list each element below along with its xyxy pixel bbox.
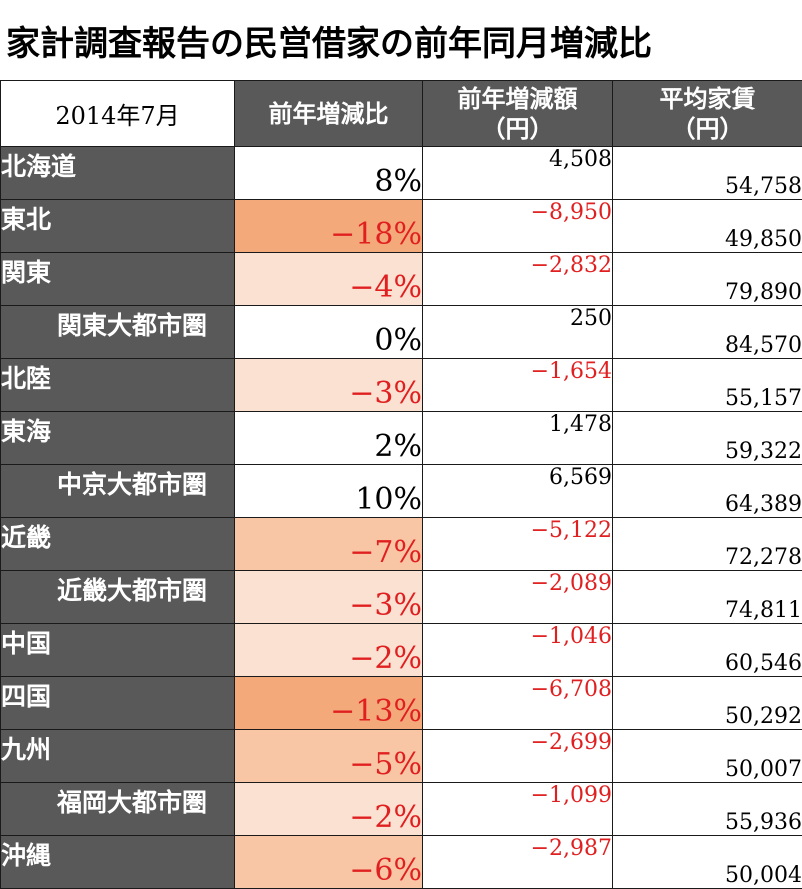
column-header-line2: （円） [671,114,744,143]
page-title: 家計調査報告の民営借家の前年同月増減比 [6,23,652,64]
rent-cell: 74,811 [612,570,802,624]
pct-cell: −7% [234,517,423,571]
column-header-line2: （円） [481,114,554,143]
table-row: 北海道 8% 4,508 54,758 [0,146,802,200]
pct-cell: −3% [234,358,423,412]
column-header-diff: 前年増減額 （円） [422,80,613,147]
pct-cell: −4% [234,252,423,306]
region-cell: 中国 [0,623,235,677]
diff-cell: 4,508 [422,146,613,200]
region-cell: 東海 [0,411,235,465]
diff-cell: −2,987 [422,835,613,889]
table-row: 関東大都市圏 0% 250 84,570 [0,305,802,359]
column-header-pct: 前年増減比 [234,80,423,147]
rent-cell: 54,758 [612,146,802,200]
region-cell: 福岡大都市圏 [0,782,235,836]
pct-cell: −2% [234,782,423,836]
diff-cell: −6,708 [422,676,613,730]
region-cell: 関東 [0,252,235,306]
table-row: 九州 −5% −2,699 50,007 [0,729,802,783]
rent-cell: 50,007 [612,729,802,783]
table-row: 東北 −18% −8,950 49,850 [0,199,802,253]
rent-table: 2014年7月 前年増減比 前年増減額 （円） 平均家賃 （円） 北海道 8% 4,… [0,80,802,889]
pct-cell: −6% [234,835,423,889]
table-row: 近畿 −7% −5,122 72,278 [0,517,802,571]
pct-cell: 0% [234,305,423,359]
region-cell: 北海道 [0,146,235,200]
table-row: 福岡大都市圏 −2% −1,099 55,936 [0,782,802,836]
table-body: 北海道 8% 4,508 54,758 東北 −18% −8,950 49,850 関東 −4% −… [0,146,802,889]
table-row: 北陸 −3% −1,654 55,157 [0,358,802,412]
diff-cell: 6,569 [422,464,613,518]
region-cell: 近畿 [0,517,235,571]
region-cell: 北陸 [0,358,235,412]
rent-cell: 49,850 [612,199,802,253]
rent-cell: 55,157 [612,358,802,412]
rent-cell: 84,570 [612,305,802,359]
pct-cell: −2% [234,623,423,677]
pct-cell: 2% [234,411,423,465]
rent-cell: 59,322 [612,411,802,465]
table-row: 四国 −13% −6,708 50,292 [0,676,802,730]
rent-cell: 72,278 [612,517,802,571]
pct-cell: −18% [234,199,423,253]
rent-cell: 79,890 [612,252,802,306]
table-row: 沖縄 −6% −2,987 50,004 [0,835,802,889]
table-header-row: 2014年7月 前年増減比 前年増減額 （円） 平均家賃 （円） [0,80,802,147]
region-cell: 近畿大都市圏 [0,570,235,624]
region-cell: 九州 [0,729,235,783]
table-row: 近畿大都市圏 −3% −2,089 74,811 [0,570,802,624]
rent-cell: 60,546 [612,623,802,677]
diff-cell: −8,950 [422,199,613,253]
diff-cell: −5,122 [422,517,613,571]
diff-cell: −1,654 [422,358,613,412]
pct-cell: −3% [234,570,423,624]
region-cell: 中京大都市圏 [0,464,235,518]
diff-cell: 1,478 [422,411,613,465]
region-cell: 東北 [0,199,235,253]
table-row: 中京大都市圏 10% 6,569 64,389 [0,464,802,518]
diff-cell: −2,699 [422,729,613,783]
column-header-line1: 前年増減額 [457,84,578,113]
pct-cell: −5% [234,729,423,783]
pct-cell: −13% [234,676,423,730]
diff-cell: 250 [422,305,613,359]
column-header-line1: 平均家賃 [659,84,756,113]
diff-cell: −2,089 [422,570,613,624]
column-header-line1: 前年増減比 [268,99,389,128]
rent-cell: 64,389 [612,464,802,518]
table-row: 中国 −2% −1,046 60,546 [0,623,802,677]
table-row: 関東 −4% −2,832 79,890 [0,252,802,306]
rent-cell: 50,292 [612,676,802,730]
rent-cell: 50,004 [612,835,802,889]
period-label: 2014年7月 [0,80,235,147]
diff-cell: −1,099 [422,782,613,836]
region-cell: 沖縄 [0,835,235,889]
diff-cell: −1,046 [422,623,613,677]
rent-cell: 55,936 [612,782,802,836]
region-cell: 四国 [0,676,235,730]
region-cell: 関東大都市圏 [0,305,235,359]
pct-cell: 10% [234,464,423,518]
table-row: 東海 2% 1,478 59,322 [0,411,802,465]
pct-cell: 8% [234,146,423,200]
diff-cell: −2,832 [422,252,613,306]
column-header-rent: 平均家賃 （円） [612,80,802,147]
